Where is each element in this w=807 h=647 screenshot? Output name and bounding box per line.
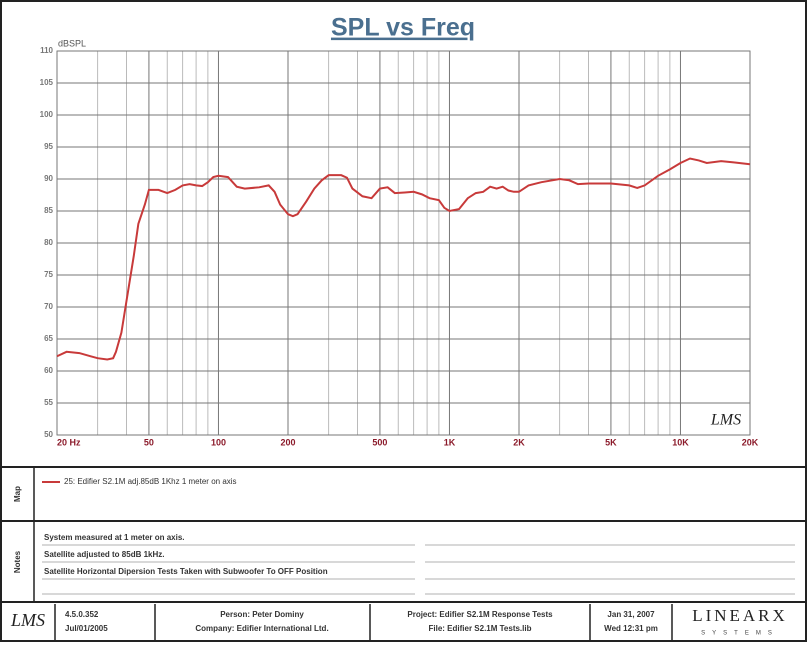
- note: Satellite adjusted to 85dB 1kHz.: [44, 550, 164, 559]
- company: Company: Edifier International Ltd.: [195, 624, 328, 633]
- x-tick-label: 20K: [742, 437, 759, 447]
- note: System measured at 1 meter on axis.: [44, 533, 185, 542]
- x-tick-label: 20 Hz: [57, 437, 81, 447]
- y-tick-label: 60: [44, 366, 53, 375]
- series-line: [56, 157, 751, 361]
- time: Wed 12:31 pm: [604, 624, 658, 633]
- y-tick-label: 110: [40, 46, 53, 55]
- project: Project: Edifier S2.1M Response Tests: [407, 610, 553, 619]
- logo: LMS: [10, 610, 45, 630]
- footer: LMS 4.5.0.352 Jul/01/2005 Person: Peter …: [10, 604, 788, 641]
- y-tick-label: 105: [40, 78, 54, 87]
- y-tick-label: 65: [44, 334, 53, 343]
- brand-sub: SYSTEMS: [701, 631, 779, 637]
- x-tick-label: 5K: [605, 437, 617, 447]
- y-tick-label: 80: [44, 238, 53, 247]
- y-tick-label: 55: [44, 398, 53, 407]
- x-tick-label: 10K: [672, 437, 689, 447]
- y-tick-label: 95: [44, 142, 53, 151]
- file: File: Edifier S2.1M Tests.lib: [429, 624, 532, 633]
- panel-label: Map: [13, 486, 22, 502]
- y-tick-label: 100: [40, 110, 54, 119]
- person: Person: Peter Dominy: [220, 610, 304, 619]
- panel-label: Notes: [13, 550, 22, 573]
- x-tick-label: 100: [211, 437, 226, 447]
- chart-title: SPL vs Freq: [331, 14, 475, 42]
- y-tick-label: 90: [44, 174, 53, 183]
- note-rules: [42, 544, 795, 595]
- note: Satellite Horizontal Dipersion Tests Tak…: [44, 567, 328, 576]
- footer-dividers: [54, 604, 673, 641]
- x-tick-label: 500: [372, 437, 387, 447]
- notes: System measured at 1 meter on axis. Sate…: [42, 533, 795, 595]
- y-tick-label: 70: [44, 302, 53, 311]
- y-tick-label: 50: [44, 430, 53, 439]
- brand: LINEARX: [692, 606, 788, 625]
- x-tick-label: 1K: [444, 437, 456, 447]
- y-tick-label: 85: [44, 206, 53, 215]
- y-axis-label: dBSPL: [58, 38, 86, 48]
- version: 4.5.0.352: [65, 610, 99, 619]
- watermark: LMS: [710, 412, 741, 429]
- version-date: Jul/01/2005: [65, 624, 108, 633]
- x-tick-label: 2K: [513, 437, 525, 447]
- date: Jan 31, 2007: [607, 610, 655, 619]
- legend-entry: 25: Edifier S2.1M adj.85dB 1Khz 1 meter …: [64, 477, 237, 486]
- x-tick-label: 50: [144, 437, 154, 447]
- x-tick-label: 200: [280, 437, 295, 447]
- y-tick-label: 75: [44, 270, 53, 279]
- grid: [56, 50, 751, 436]
